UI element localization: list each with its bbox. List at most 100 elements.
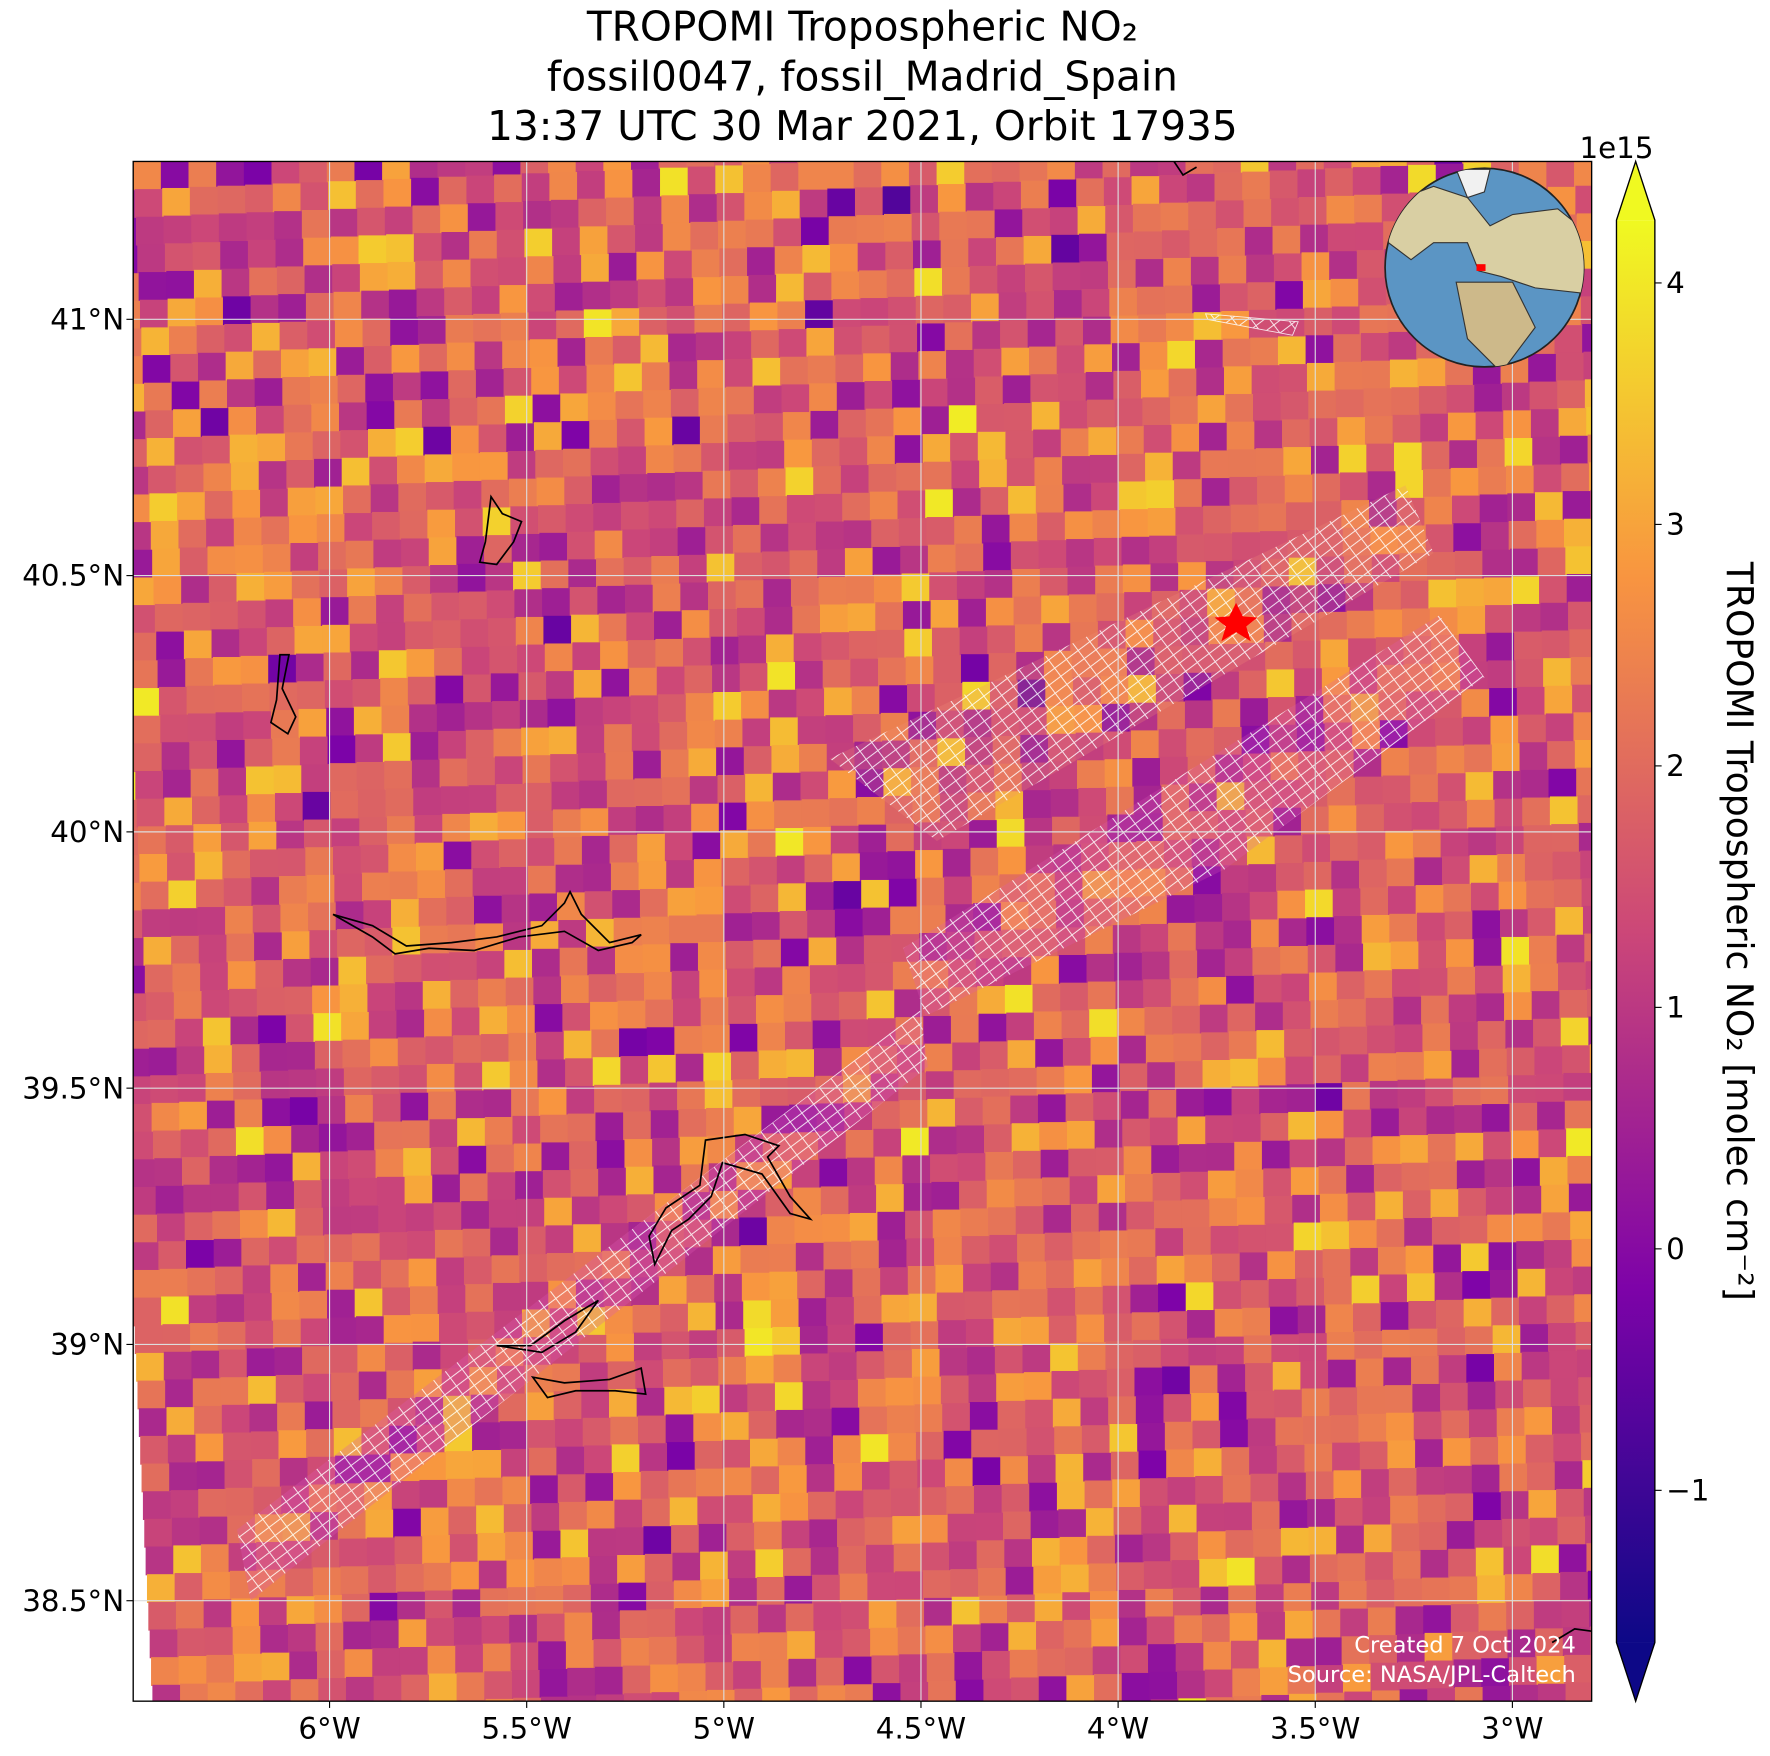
pixel (594, 530, 624, 560)
pixel (101, 634, 130, 663)
pixel (936, 1292, 966, 1322)
pixel (964, 161, 994, 185)
pixel (777, 301, 807, 331)
pixel (757, 1022, 787, 1052)
pixel (253, 350, 283, 380)
pixel (869, 491, 899, 521)
pixel (731, 1633, 761, 1663)
pixel (1338, 444, 1368, 474)
pixel (712, 1246, 742, 1276)
pixel (1556, 1488, 1585, 1518)
pixel (208, 574, 238, 603)
pixel (293, 598, 322, 628)
pixel (452, 1589, 482, 1619)
pixel (1160, 202, 1190, 232)
pixel (1150, 563, 1180, 593)
pixel (421, 953, 451, 983)
pixel (1081, 1425, 1111, 1454)
pixel (1568, 1183, 1592, 1213)
pixel (685, 693, 715, 722)
pixel (1055, 317, 1085, 347)
pixel (347, 568, 376, 598)
pixel (1225, 1530, 1255, 1559)
pixel (1322, 1249, 1352, 1278)
pixel (1549, 1350, 1579, 1380)
pixel (1297, 169, 1327, 199)
pixel (280, 349, 310, 379)
pixel (1336, 971, 1366, 1001)
pixel (964, 1291, 994, 1321)
pixel (1588, 1016, 1592, 1046)
pixel (1307, 944, 1337, 974)
colorbar-label: TROPOMI Tropospheric NO₂ [molec cm⁻²] (1718, 561, 1761, 1301)
pixel (1206, 1142, 1236, 1172)
pixel (94, 496, 123, 525)
pixel (1063, 1619, 1093, 1649)
pixel (1528, 1490, 1558, 1519)
pixel (1488, 1242, 1518, 1272)
pixel (693, 277, 722, 306)
pixel (331, 818, 361, 848)
pixel (1314, 1083, 1344, 1112)
pixel (644, 1553, 674, 1583)
pixel (972, 1457, 1002, 1487)
pixel (1412, 829, 1442, 859)
pixel (1258, 503, 1288, 533)
pixel (322, 624, 351, 654)
pixel (1656, 709, 1685, 738)
pixel (751, 330, 780, 359)
pixel (300, 182, 330, 212)
pixel (1580, 850, 1592, 880)
pixel (633, 196, 663, 226)
pixel (447, 1478, 476, 1508)
pixel (1335, 943, 1365, 973)
pixel (385, 788, 415, 818)
pixel (1025, 1399, 1054, 1429)
pixel (1574, 161, 1592, 187)
pixel (469, 812, 499, 842)
pixel (549, 172, 579, 201)
pixel (1271, 198, 1300, 227)
pixel (285, 1014, 315, 1044)
pixel (434, 1229, 464, 1259)
pixel (1188, 201, 1217, 231)
pixel (1283, 1583, 1313, 1612)
pixel (571, 614, 600, 644)
pixel (104, 135, 133, 164)
pixel (1088, 1563, 1118, 1593)
pixel (1178, 1144, 1208, 1173)
pixel (328, 1317, 358, 1347)
pixel (1469, 855, 1499, 884)
pixel (1119, 1063, 1149, 1093)
pixel (1422, 469, 1452, 498)
pixel (693, 1413, 723, 1443)
pixel (1134, 1367, 1164, 1397)
pixel (1549, 796, 1579, 826)
pixel (556, 1446, 586, 1476)
pixel (565, 1058, 594, 1088)
pixel (461, 646, 491, 676)
pixel (701, 443, 731, 472)
pixel (837, 964, 867, 993)
pixel (1491, 743, 1521, 773)
pixel (810, 1547, 840, 1576)
pixel (1394, 1578, 1423, 1608)
pixel (876, 629, 906, 659)
pixel (133, 245, 139, 275)
pixel (1149, 535, 1178, 565)
pixel (647, 1609, 677, 1638)
pixel (676, 1635, 706, 1665)
pixel (726, 1522, 756, 1552)
pixel (217, 185, 247, 215)
pixel (1533, 1600, 1563, 1630)
pixel (1323, 161, 1353, 170)
pixel (103, 107, 132, 136)
pixel (950, 432, 979, 462)
pixel (210, 1738, 239, 1752)
pixel (677, 527, 707, 556)
pixel (143, 936, 173, 966)
pixel (670, 388, 700, 418)
pixel (1677, 570, 1706, 599)
pixel (1582, 324, 1592, 353)
pixel (732, 1079, 762, 1108)
